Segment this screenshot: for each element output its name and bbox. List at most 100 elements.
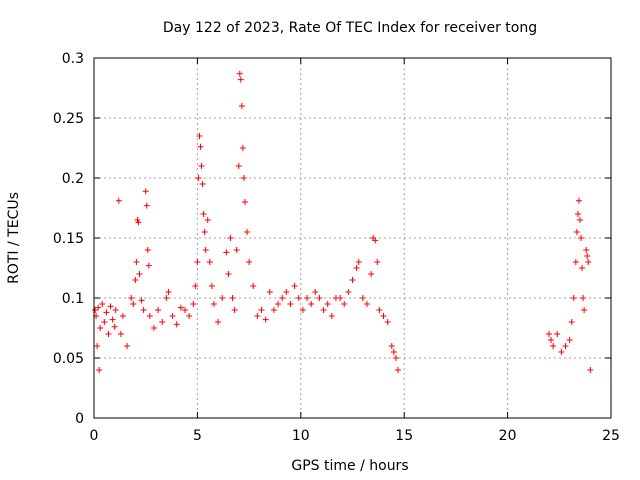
data-point xyxy=(202,247,209,253)
data-point xyxy=(359,295,366,301)
data-point xyxy=(566,337,573,343)
data-point xyxy=(219,295,226,301)
data-point xyxy=(316,295,323,301)
data-point xyxy=(299,307,306,313)
data-point xyxy=(390,349,397,355)
data-point xyxy=(200,211,207,217)
data-point xyxy=(283,289,290,295)
data-point xyxy=(117,331,124,337)
data-point xyxy=(380,313,387,319)
data-point xyxy=(374,259,381,265)
data-point xyxy=(181,307,188,313)
x-tick-label: 10 xyxy=(292,428,310,444)
data-point xyxy=(150,325,157,331)
data-point xyxy=(135,219,142,226)
axis-ticks xyxy=(93,57,612,419)
data-point xyxy=(368,271,375,277)
data-point xyxy=(223,249,230,256)
data-point xyxy=(97,325,104,331)
y-tick-label: 0.3 xyxy=(62,51,84,67)
data-point xyxy=(254,313,261,319)
data-point xyxy=(201,229,208,235)
data-point xyxy=(241,199,248,205)
data-point xyxy=(341,301,348,307)
x-tick-label: 20 xyxy=(499,428,517,444)
data-point xyxy=(579,265,586,271)
data-point xyxy=(190,301,197,307)
data-point xyxy=(238,103,245,109)
data-point xyxy=(576,217,583,223)
data-point xyxy=(262,316,269,323)
data-point xyxy=(159,319,166,325)
data-point xyxy=(237,76,244,83)
data-point xyxy=(384,319,391,325)
data-point xyxy=(562,343,569,349)
data-point xyxy=(235,163,242,169)
data-point xyxy=(587,367,594,373)
data-point xyxy=(128,295,135,301)
data-point xyxy=(574,211,581,217)
y-tick-label: 0.2 xyxy=(62,171,84,187)
data-point xyxy=(103,309,110,316)
data-point xyxy=(133,259,140,265)
data-point xyxy=(101,319,108,325)
data-point xyxy=(109,316,116,323)
data-point xyxy=(250,283,257,289)
data-point xyxy=(279,295,286,301)
data-point xyxy=(376,307,383,313)
data-point xyxy=(144,247,151,253)
data-point xyxy=(140,307,147,313)
data-point xyxy=(95,304,102,311)
data-point xyxy=(584,253,591,259)
x-tick-label: 25 xyxy=(602,428,620,444)
data-point xyxy=(99,301,106,307)
grid xyxy=(94,58,611,418)
data-point xyxy=(198,163,205,169)
data-point xyxy=(580,295,587,301)
data-point xyxy=(146,313,153,319)
data-point xyxy=(355,259,362,265)
data-point xyxy=(107,303,114,310)
data-point xyxy=(130,301,137,307)
data-point xyxy=(258,307,265,313)
data-point xyxy=(304,295,311,301)
data-point xyxy=(119,313,126,319)
data-point xyxy=(145,262,152,269)
data-point xyxy=(229,295,236,301)
data-point xyxy=(233,247,240,253)
data-points xyxy=(92,70,594,373)
data-point xyxy=(186,313,193,319)
data-point xyxy=(169,313,176,319)
data-point xyxy=(270,307,277,313)
data-point xyxy=(210,301,217,307)
data-point xyxy=(388,343,395,349)
data-point xyxy=(196,133,203,139)
data-point xyxy=(244,229,251,235)
data-point xyxy=(132,277,139,283)
y-tick-label: 0.05 xyxy=(53,351,84,367)
data-point xyxy=(570,295,577,301)
data-point xyxy=(394,367,401,373)
data-point xyxy=(143,202,150,209)
data-point xyxy=(208,283,215,289)
data-point xyxy=(337,295,344,301)
data-point xyxy=(246,259,253,265)
data-point xyxy=(291,283,298,289)
data-point xyxy=(275,301,282,307)
data-point xyxy=(575,197,582,204)
data-point xyxy=(240,175,247,181)
data-point xyxy=(558,349,565,355)
data-point xyxy=(572,259,579,265)
data-point xyxy=(115,197,122,204)
data-point xyxy=(236,70,243,77)
data-point xyxy=(320,307,327,313)
data-point xyxy=(111,323,118,330)
data-point xyxy=(585,259,592,265)
data-point xyxy=(225,271,232,277)
data-point xyxy=(227,235,234,241)
x-tick-label: 15 xyxy=(395,428,413,444)
data-point xyxy=(545,331,552,337)
y-tick-labels: 0 0.05 0.1 0.15 0.2 0.25 0.3 xyxy=(53,51,84,427)
data-point xyxy=(199,181,206,187)
data-point xyxy=(124,343,131,349)
